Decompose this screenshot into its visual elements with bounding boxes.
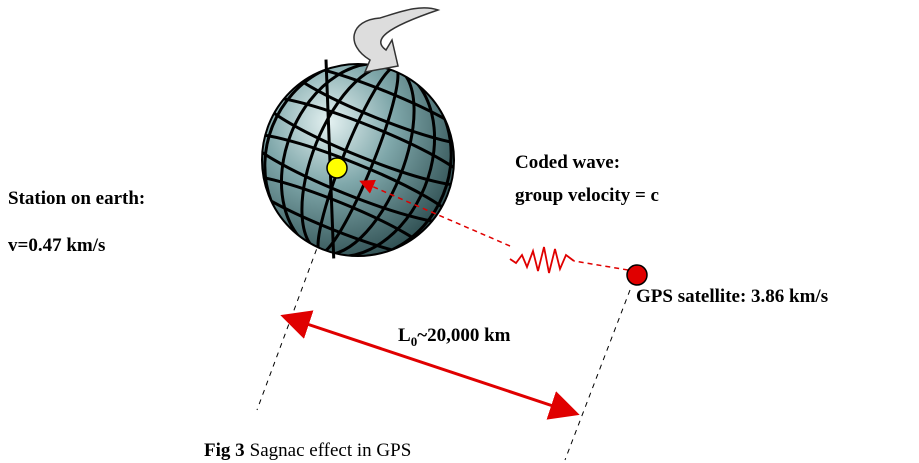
caption-label: Fig 3 [204, 440, 245, 461]
wave-velocity: group velocity = c [515, 185, 659, 206]
signal-line [574, 261, 628, 270]
wave-signal [510, 247, 574, 273]
satellite-label: GPS satellite: 3.86 km/s [636, 286, 828, 307]
page: Station on earth: v=0.47 km/s Coded wave… [0, 0, 919, 463]
station-velocity: v=0.47 km/s [8, 235, 105, 256]
station-label: Station on earth: [8, 188, 145, 209]
caption-text: Sagnac effect in GPS [250, 440, 412, 461]
wave-label: Coded wave: [515, 152, 620, 173]
diagram: Station on earth: v=0.47 km/s Coded wave… [0, 0, 919, 463]
globe [219, 26, 498, 294]
distance-text: ~20,000 km [417, 325, 510, 346]
satellite-dot [627, 265, 647, 285]
distance-label: L0~20,000 km [398, 325, 511, 349]
rotation-arrow [354, 8, 438, 72]
distance-symbol: L [398, 325, 411, 346]
guide-line [565, 290, 630, 460]
station-dot [327, 158, 347, 178]
